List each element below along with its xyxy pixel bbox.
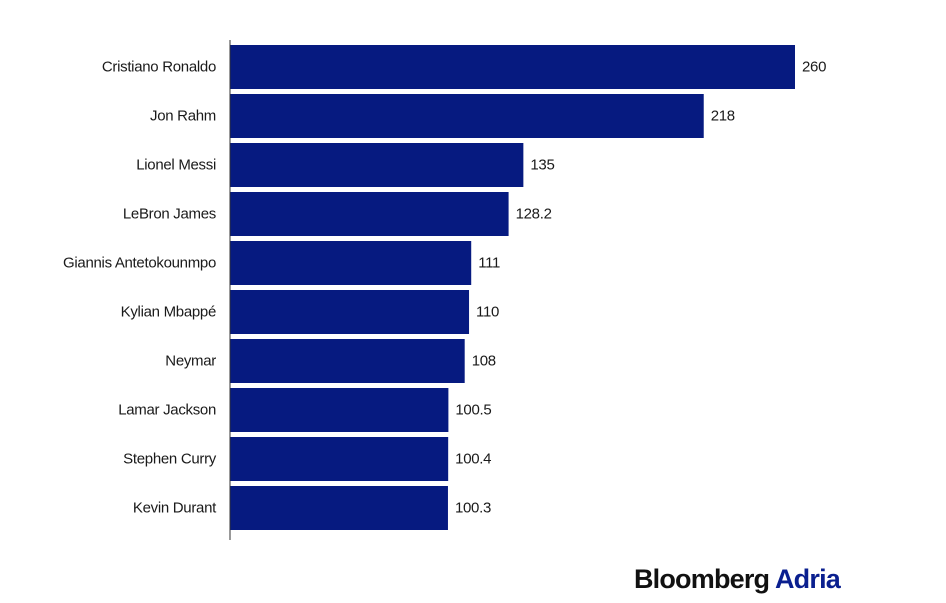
value-label: 100.3 [455,500,491,517]
bar-8 [230,437,449,481]
value-label: 100.4 [455,451,491,468]
value-label: 218 [711,108,735,125]
category-label: Lamar Jackson [118,402,216,419]
bars-layer [230,45,795,530]
value-label: 128.2 [516,206,552,223]
category-label: Lionel Messi [136,157,216,174]
brand-accent: Adria [774,564,841,594]
category-label: Kevin Durant [133,500,217,517]
value-label: 111 [478,255,500,272]
category-label: Cristiano Ronaldo [102,59,216,76]
category-label: Giannis Antetokounmpo [63,255,216,272]
bloomberg-adria-logo: Bloomberg Adria [633,564,841,594]
bar-3 [230,192,509,236]
bar-0 [230,45,795,89]
value-label: 110 [476,304,499,321]
bar-2 [230,143,524,187]
value-label: 100.5 [455,402,491,419]
value-label: 260 [802,59,826,76]
bar-9 [230,486,448,530]
category-label: Jon Rahm [150,108,216,125]
bar-5 [230,290,470,334]
category-label: LeBron James [123,206,216,223]
brand-name: Bloomberg [633,564,770,594]
bar-4 [230,241,472,285]
bar-7 [230,388,449,432]
bar-chart: Cristiano Ronaldo 260 Jon Rahm 218 Lionel Me… [63,40,826,540]
category-label: Kylian Mbappé [121,304,216,321]
bar-1 [230,94,704,138]
value-label: 135 [530,157,554,174]
bar-6 [230,339,465,383]
category-label: Stephen Curry [123,451,217,468]
labels-layer: Cristiano Ronaldo 260 Jon Rahm 218 Lionel Me… [63,59,826,517]
value-label: 108 [472,353,496,370]
category-label: Neymar [165,353,216,370]
